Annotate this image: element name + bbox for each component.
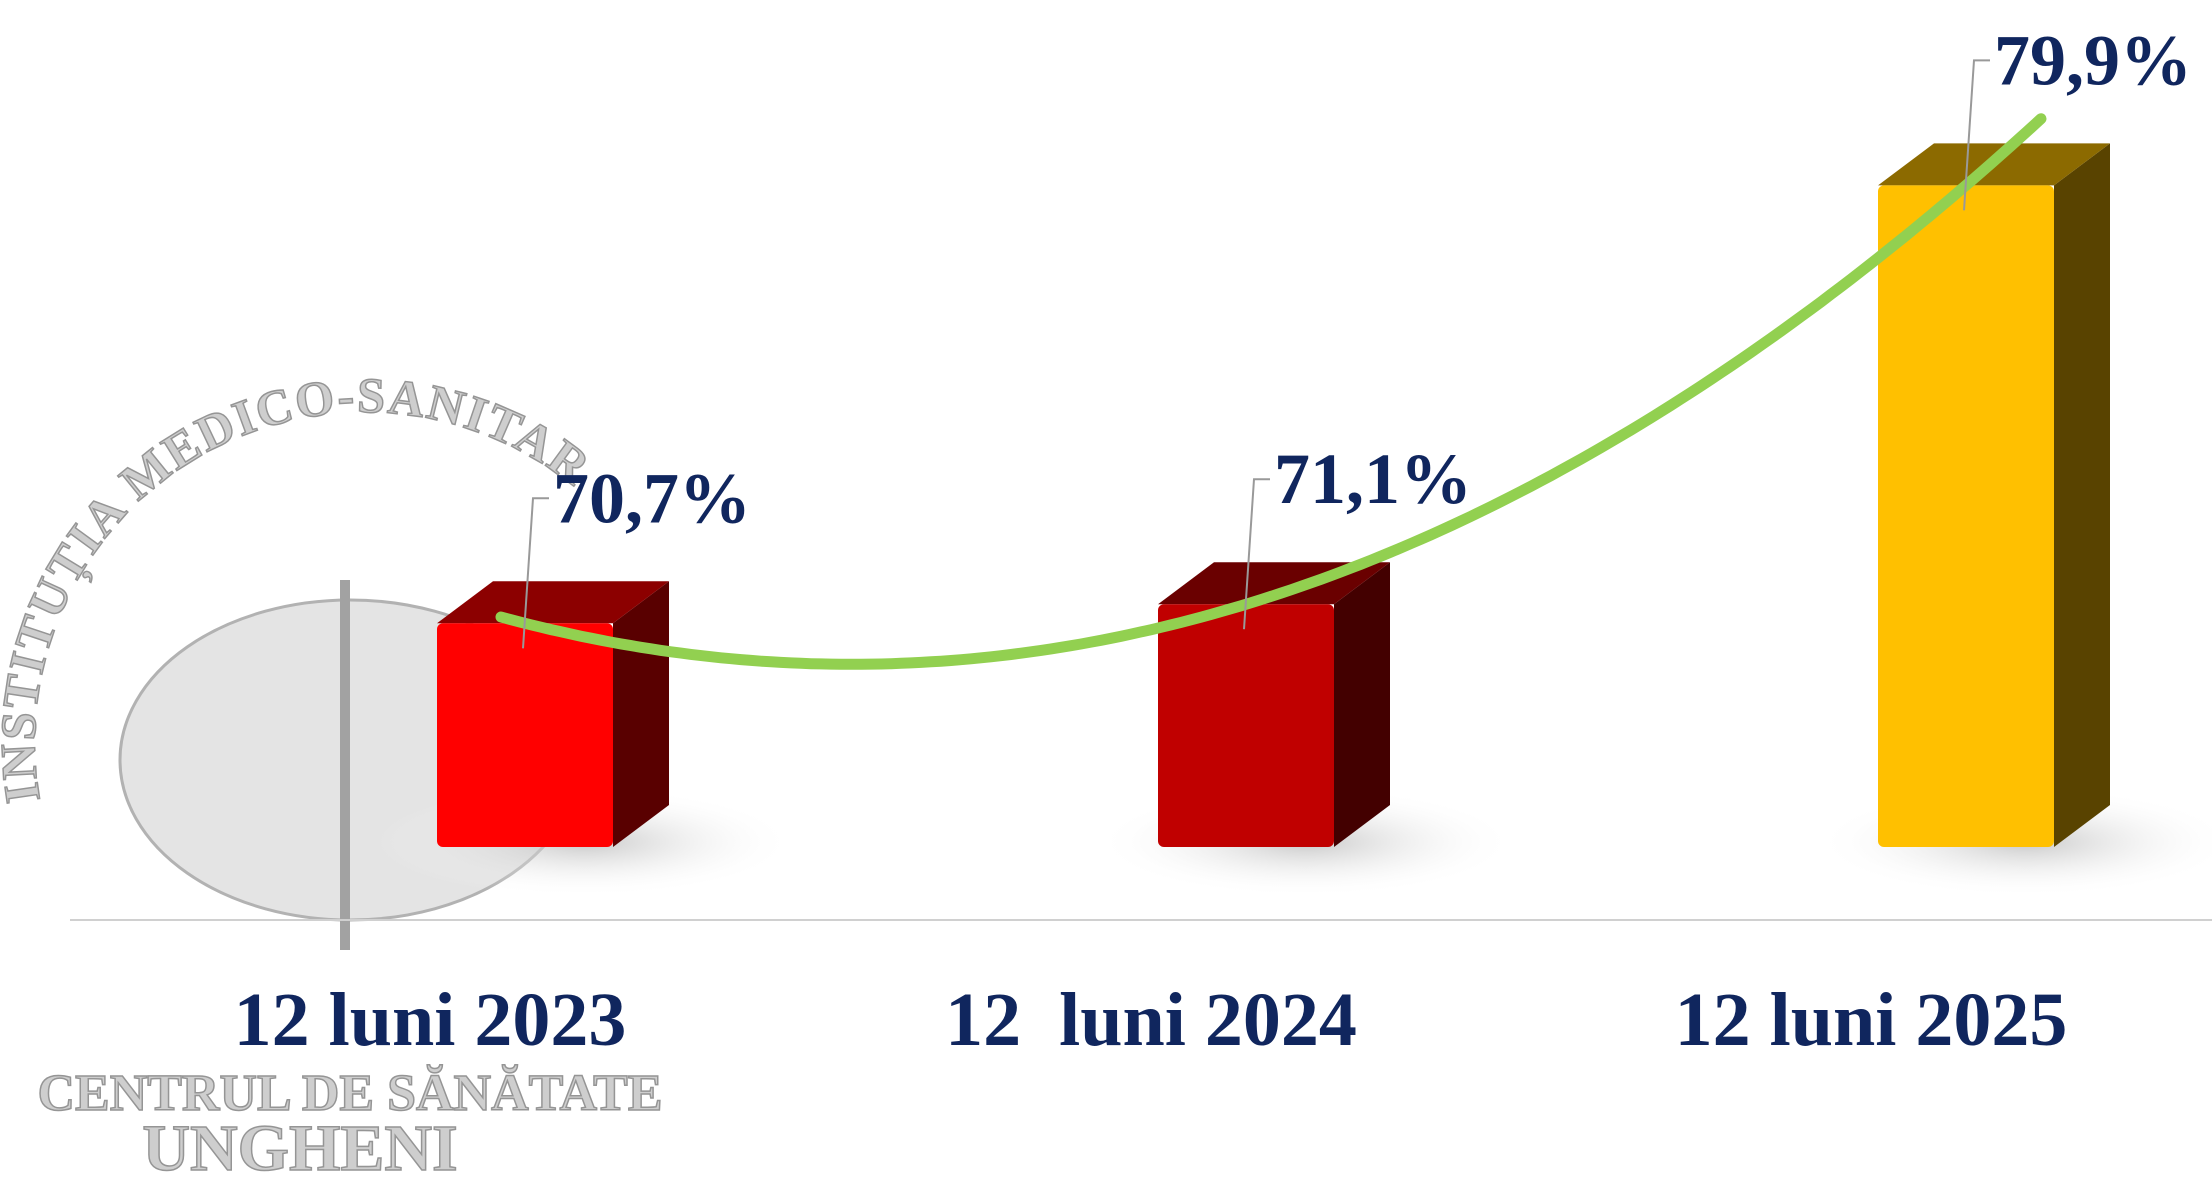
bar bbox=[1158, 604, 1334, 847]
value-label: 71,1% bbox=[1274, 439, 1472, 519]
leader-line bbox=[522, 497, 549, 649]
x-tick-label: 12 luni 2025 bbox=[1675, 978, 2068, 1062]
leader-line bbox=[1243, 478, 1270, 630]
x-tick-label: 12 luni 2024 bbox=[945, 978, 1357, 1062]
value-label: 79,9% bbox=[1994, 20, 2192, 100]
bar-side bbox=[1334, 562, 1390, 847]
bar-side bbox=[613, 581, 669, 847]
trend-line bbox=[495, 113, 2047, 670]
x-tick-label: 12 luni 2023 bbox=[234, 978, 627, 1062]
logo-line1: CENTRUL DE SĂNĂTATE bbox=[37, 1064, 662, 1122]
logo-line2: UNGHENI bbox=[142, 1112, 457, 1177]
bar bbox=[437, 623, 613, 847]
bar bbox=[1878, 185, 2054, 848]
bar-top bbox=[437, 581, 669, 624]
bar-side bbox=[2054, 143, 2110, 848]
value-label: 70,7% bbox=[553, 458, 751, 538]
leader-line bbox=[1963, 59, 1990, 211]
